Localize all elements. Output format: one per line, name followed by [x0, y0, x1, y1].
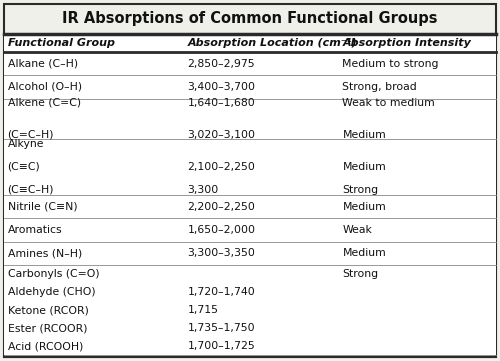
Text: Absorption Intensity: Absorption Intensity [342, 38, 471, 48]
Bar [4, 195, 496, 218]
Text: Amines (N–H): Amines (N–H) [8, 248, 82, 258]
Text: Medium to strong: Medium to strong [342, 58, 439, 69]
Text: Functional Group: Functional Group [8, 38, 115, 48]
Bar [4, 52, 496, 75]
Text: Alcohol (O–H): Alcohol (O–H) [8, 82, 82, 92]
Bar [4, 139, 496, 195]
Bar [4, 218, 496, 242]
Text: (C≡C–H): (C≡C–H) [8, 184, 54, 195]
Text: Carbonyls (C=O): Carbonyls (C=O) [8, 269, 99, 279]
Text: 1,650–2,000: 1,650–2,000 [188, 225, 256, 235]
Text: 1,715: 1,715 [188, 305, 218, 315]
Text: Strong, broad: Strong, broad [342, 82, 417, 92]
Text: Weak to medium: Weak to medium [342, 97, 435, 108]
Text: 3,300–3,350: 3,300–3,350 [188, 248, 256, 258]
Text: Medium: Medium [342, 162, 386, 172]
Text: Strong: Strong [342, 269, 378, 279]
Text: 1,735–1,750: 1,735–1,750 [188, 323, 255, 333]
Bar [4, 99, 496, 139]
Bar [4, 75, 496, 99]
Text: (C=C–H): (C=C–H) [8, 130, 54, 140]
Text: Aromatics: Aromatics [8, 225, 62, 235]
Text: Acid (RCOOH): Acid (RCOOH) [8, 341, 83, 351]
Text: Ketone (RCOR): Ketone (RCOR) [8, 305, 88, 315]
Text: Ester (RCOOR): Ester (RCOOR) [8, 323, 87, 333]
Text: Aldehyde (CHO): Aldehyde (CHO) [8, 287, 95, 297]
Text: (C≡C): (C≡C) [8, 162, 40, 172]
Text: Medium: Medium [342, 130, 386, 140]
Text: 1,720–1,740: 1,720–1,740 [188, 287, 256, 297]
Text: IR Absorptions of Common Functional Groups: IR Absorptions of Common Functional Grou… [62, 12, 438, 26]
Text: 2,200–2,250: 2,200–2,250 [188, 202, 256, 212]
Text: Alkene (C=C): Alkene (C=C) [8, 97, 81, 108]
Text: 3,300: 3,300 [188, 184, 219, 195]
Text: 2,100–2,250: 2,100–2,250 [188, 162, 256, 172]
Text: 3,400–3,700: 3,400–3,700 [188, 82, 256, 92]
Text: 3,020–3,100: 3,020–3,100 [188, 130, 256, 140]
Bar [4, 265, 496, 355]
Text: Alkyne: Alkyne [8, 139, 44, 149]
Text: 1,700–1,725: 1,700–1,725 [188, 341, 256, 351]
Text: Alkane (C–H): Alkane (C–H) [8, 58, 78, 69]
Text: 2,850–2,975: 2,850–2,975 [188, 58, 255, 69]
Text: Weak: Weak [342, 225, 372, 235]
Text: Medium: Medium [342, 248, 386, 258]
Text: 1,640–1,680: 1,640–1,680 [188, 97, 256, 108]
Text: Nitrile (C≡N): Nitrile (C≡N) [8, 202, 77, 212]
Text: Medium: Medium [342, 202, 386, 212]
Bar [4, 34, 496, 52]
Text: Absorption Location (cm⁻¹): Absorption Location (cm⁻¹) [188, 38, 357, 48]
Text: Strong: Strong [342, 184, 378, 195]
Bar [4, 242, 496, 265]
